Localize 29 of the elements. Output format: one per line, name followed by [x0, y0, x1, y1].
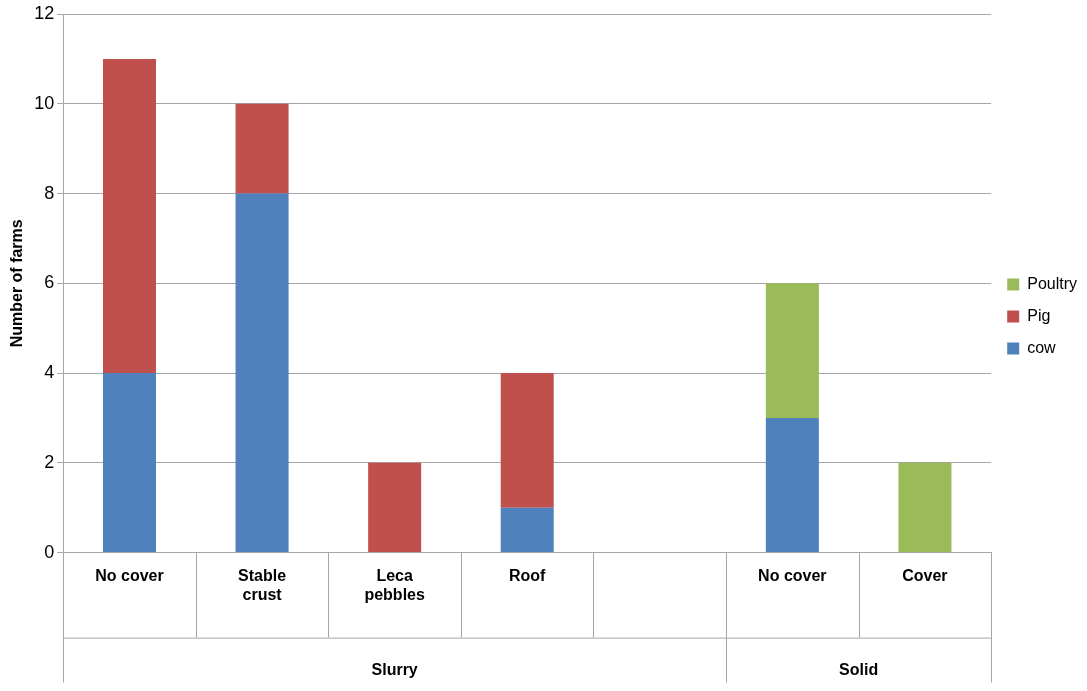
x-tick-label: Roof	[508, 566, 547, 584]
y-tick-label: 10	[34, 92, 55, 113]
y-tick-label: 8	[44, 182, 55, 203]
y-tick-label: 6	[44, 272, 55, 293]
bar	[102, 58, 157, 374]
legend-label: Poultry	[1027, 274, 1077, 292]
legend-label: cow	[1027, 338, 1057, 356]
bar	[765, 417, 819, 553]
x-tick-label: Stable crust	[238, 566, 287, 603]
y-tick-label: 12	[34, 2, 55, 23]
bar	[102, 373, 157, 553]
y-axis-title: Number of farms	[8, 219, 26, 348]
legend-label: Pig	[1027, 306, 1051, 324]
x-tick-label: Cover	[902, 566, 948, 584]
bar	[235, 193, 289, 553]
y-tick-label: 0	[44, 541, 55, 562]
x-tick-label: Leca pebbles	[364, 566, 425, 603]
y-tick-label: 2	[44, 451, 55, 472]
x-tick-label: No cover	[758, 566, 827, 584]
bar	[898, 462, 952, 553]
bar	[500, 373, 554, 508]
y-tick-label: 4	[44, 362, 55, 383]
text: Solid	[839, 661, 879, 679]
x-tick-label: No cover	[95, 566, 164, 584]
bar	[500, 507, 554, 553]
text: Slurry	[371, 661, 418, 679]
bar	[368, 462, 422, 553]
bar	[765, 283, 819, 418]
bar	[235, 103, 289, 194]
